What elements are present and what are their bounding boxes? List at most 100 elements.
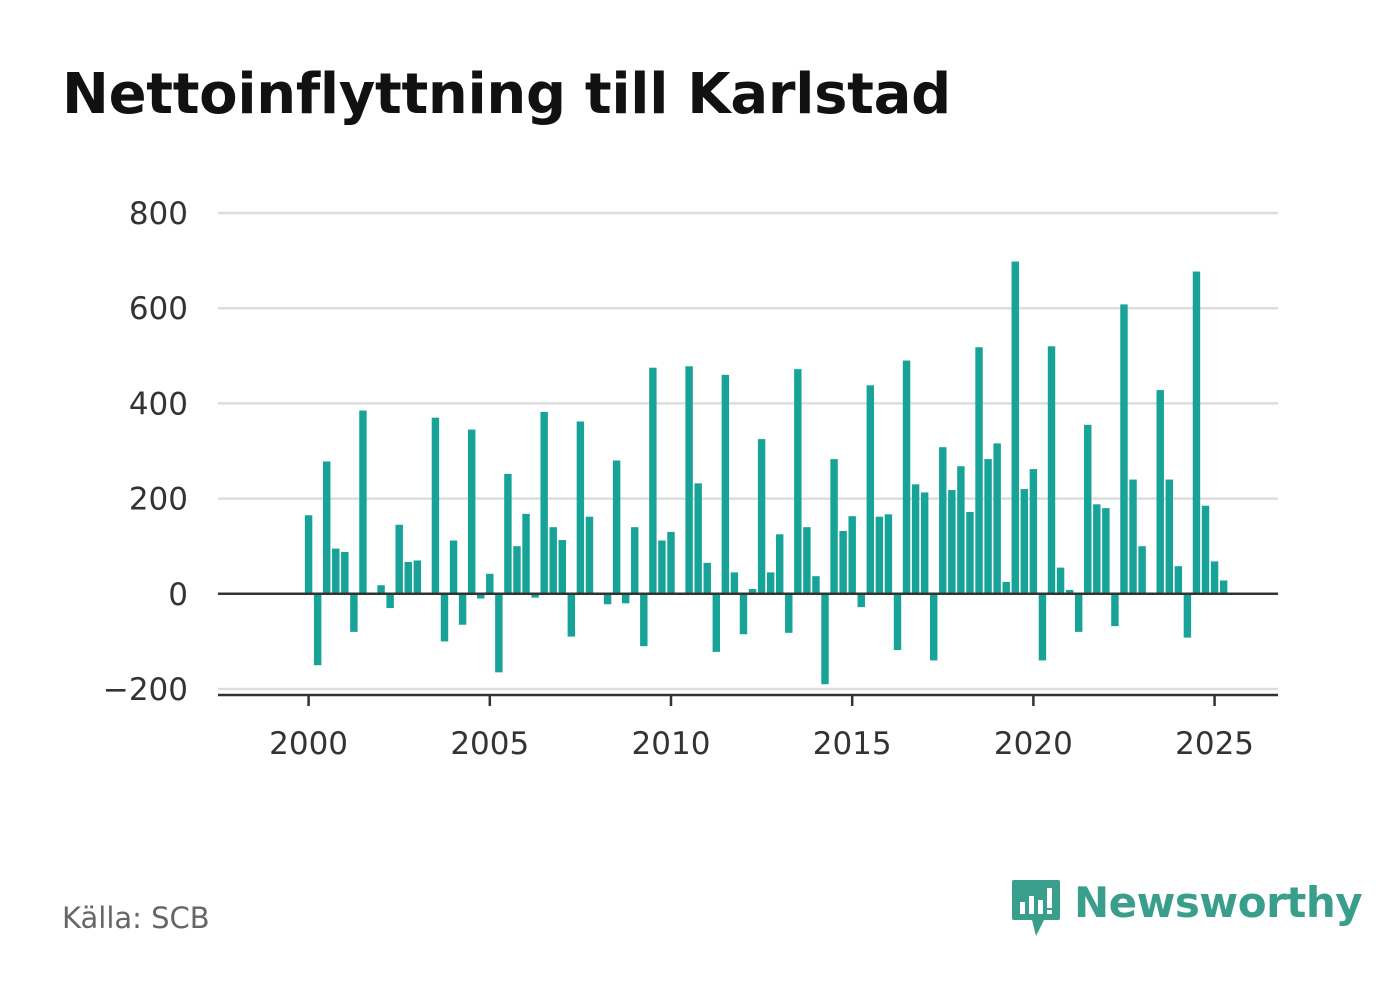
bar	[440, 593, 449, 642]
bar	[1074, 593, 1083, 632]
bar	[486, 573, 494, 594]
newsworthy-logo: Newsworthy	[1010, 878, 1363, 942]
bar	[848, 516, 856, 594]
x-tick-label: 2025	[1175, 726, 1254, 762]
bar	[694, 483, 702, 594]
bar	[712, 593, 721, 652]
bar	[1102, 508, 1110, 594]
chart-title: Nettoinflyttning till Karlstad	[62, 62, 951, 127]
bar	[313, 593, 322, 666]
bar	[685, 366, 693, 594]
bar	[830, 459, 838, 594]
bar	[467, 429, 476, 594]
bar	[766, 572, 775, 594]
bar	[431, 417, 440, 594]
bar	[304, 515, 313, 594]
bar	[649, 367, 657, 594]
bar	[359, 410, 367, 594]
bar	[585, 516, 594, 594]
bar	[875, 516, 884, 594]
bar	[332, 548, 340, 594]
bar	[1056, 567, 1065, 594]
bar	[377, 585, 385, 594]
bar	[513, 546, 521, 594]
bar	[1210, 561, 1219, 594]
bar	[612, 460, 621, 594]
bars	[304, 261, 1228, 685]
bar	[621, 593, 630, 604]
bar	[495, 593, 503, 673]
bar	[504, 473, 512, 594]
bar	[1219, 580, 1228, 594]
bar	[1029, 469, 1038, 594]
bar	[721, 374, 730, 594]
bar	[1174, 566, 1183, 594]
bar	[1201, 505, 1210, 594]
bar	[857, 593, 865, 608]
x-tick-label: 2015	[813, 726, 892, 762]
x-tick-label: 2005	[450, 726, 529, 762]
bar	[558, 540, 566, 594]
bar	[812, 576, 820, 594]
bar	[957, 466, 965, 594]
bar	[866, 385, 875, 594]
bar	[911, 484, 920, 594]
bar	[1183, 593, 1192, 638]
bar	[748, 589, 757, 594]
bar	[1120, 304, 1128, 594]
bar	[1156, 390, 1164, 594]
brand-name: Newsworthy	[1074, 878, 1363, 927]
bar	[1111, 593, 1119, 627]
bar	[404, 561, 412, 594]
bar	[703, 562, 711, 594]
bar	[757, 439, 766, 594]
bar	[576, 421, 585, 594]
bar	[1047, 346, 1056, 594]
bar	[1011, 261, 1019, 594]
bar	[975, 347, 983, 594]
bar	[522, 513, 530, 594]
bar	[785, 593, 793, 633]
bar	[821, 593, 829, 685]
bar	[993, 443, 1001, 594]
grid-lines	[218, 211, 1278, 691]
bar	[803, 527, 811, 594]
bar	[939, 447, 947, 594]
y-axis-labels: −200 0 200 400 600 800	[103, 196, 188, 708]
bar	[386, 593, 394, 609]
y-tick-label: 800	[129, 196, 188, 232]
bar	[1065, 589, 1074, 594]
bar	[775, 534, 784, 594]
bar	[667, 531, 675, 594]
bar	[549, 527, 557, 594]
bar	[540, 411, 548, 594]
x-tick-label: 2020	[994, 726, 1073, 762]
bar	[395, 524, 403, 594]
bar	[323, 461, 331, 594]
bar	[1165, 479, 1173, 594]
bar	[631, 527, 639, 594]
y-tick-label: −200	[103, 672, 188, 708]
x-axis-labels: 2000 2005 2010 2015 2020 2025	[269, 726, 1254, 762]
y-tick-label: 200	[129, 482, 188, 518]
x-tick-label: 2010	[632, 726, 711, 762]
bar	[966, 511, 974, 594]
bar	[902, 360, 911, 594]
y-tick-label: 600	[129, 291, 188, 327]
x-tick-label: 2000	[269, 726, 348, 762]
bar	[730, 572, 739, 594]
y-tick-label: 400	[129, 386, 188, 422]
bar	[413, 560, 422, 594]
bar	[794, 369, 802, 594]
y-tick-label: 0	[168, 577, 188, 613]
bar	[1192, 271, 1201, 594]
bar	[893, 593, 902, 650]
bar	[984, 459, 992, 594]
bar	[739, 593, 748, 635]
bar	[1038, 593, 1047, 661]
newsworthy-logo-icon	[1012, 880, 1060, 936]
bar	[449, 540, 458, 594]
bar	[930, 593, 938, 661]
bar	[341, 551, 349, 594]
